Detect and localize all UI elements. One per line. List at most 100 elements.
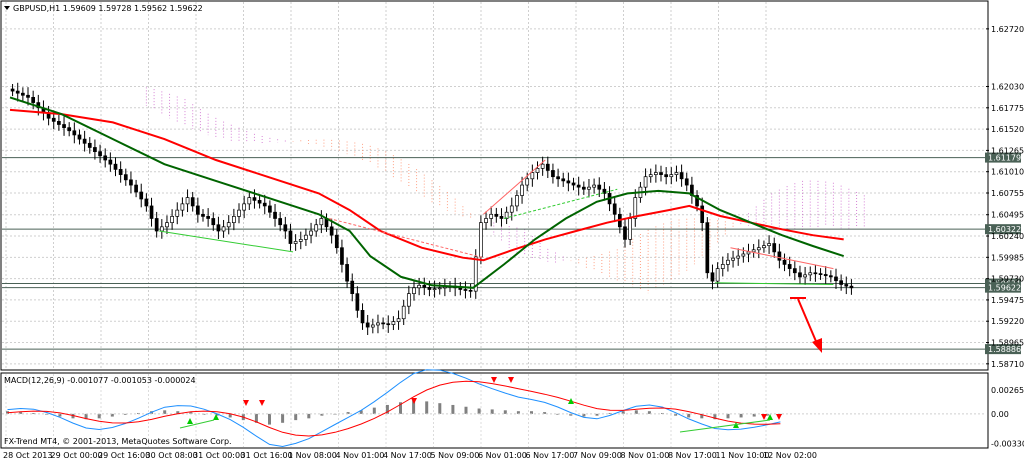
candle-body [535,168,540,173]
candle-body [288,230,293,244]
macd-info: MACD(12,26,9) -0.001077 -0.001053 -0.000… [4,376,196,385]
dropdown-triangle-icon[interactable] [4,6,10,10]
trendline-dashed [328,217,484,259]
macd-bar [228,413,232,418]
ichimoku-cloud [145,87,865,294]
candle-body [67,127,72,132]
macd-bar [58,413,62,417]
candle-body [484,218,488,224]
candle-body [304,234,308,240]
candle-body [82,138,87,144]
macd-bar [687,413,691,418]
candle-body [134,184,138,193]
macd-bar [110,413,114,417]
candle-body [427,287,432,290]
macd-bar [176,411,180,414]
time-tick-label: 29 Oct 00:00 [51,451,103,460]
price-panel[interactable] [0,0,989,371]
macd-bar [346,412,350,414]
candle-body [659,172,663,175]
time-tick-label: 5 Nov 09:00 [431,451,480,460]
macd-bar [123,413,127,415]
macd-bar [294,413,298,421]
candle-body [551,170,555,178]
time-tick-label: 6 Nov 01:00 [478,451,527,460]
candle-body [628,218,632,240]
candle-body [401,305,406,320]
macd-bar [464,406,468,414]
candle-body [844,284,849,287]
level-tag-label: 1.58886 [988,345,1021,354]
candle-body [705,222,710,274]
candle-body [674,172,679,175]
price-tick-label: 1.61010 [991,168,1024,177]
macd-bar [320,413,324,416]
candle-body [556,176,560,180]
price-tick-label: 1.60755 [991,189,1024,198]
candle-body [340,247,344,265]
macd-down-arrow-icon [259,400,265,406]
candle-body [211,218,216,226]
forecast-arrow-head [812,338,822,353]
macd-bar [582,413,586,417]
price-tick-label: 1.61265 [991,146,1024,155]
macd-bar [71,413,75,419]
macd-bar [556,413,560,415]
macd-bar [254,413,258,423]
macd-bar [674,413,678,416]
candle-body [684,178,689,186]
price-tick-label: 1.61775 [991,104,1024,113]
candle-body [360,310,365,324]
candle-body [571,182,576,186]
time-tick-label: 12 Nov 02:00 [763,451,817,460]
candle-body [247,197,252,205]
macd-bar [752,413,756,417]
candle-body [787,264,792,269]
macd-down-arrow-icon [411,398,417,404]
macd-down-arrow-icon [776,414,782,420]
price-tick-label: 1.58710 [991,360,1024,369]
macd-down-arrow-icon [243,400,249,406]
macd-bar [202,413,206,415]
symbol-info: GBPUSD,H1 1.59609 1.59728 1.59562 1.5962… [13,4,203,13]
candle-body [98,151,102,157]
candle-body [283,224,288,232]
macd-trendline [179,419,215,429]
candle-body [597,184,602,190]
macd-signal-line [7,380,781,437]
macd-bar [438,403,442,414]
candle-body [139,191,144,200]
candle-body [823,274,828,277]
macd-bar [765,413,769,416]
candle-body [664,174,669,178]
macd-bar [739,413,743,418]
macd-bar [503,410,507,414]
time-tick-label: 4 Nov 01:00 [336,451,385,460]
candle-body [226,222,231,228]
macd-bar [543,412,547,414]
macd-tick-label: 0.00 [991,410,1009,419]
candle-body [87,142,92,148]
candle-body [715,268,720,282]
candle-body [530,172,535,180]
macd-bar [634,410,638,414]
candle-body [345,264,349,282]
candle-body [437,287,442,290]
candle-body [262,202,267,207]
candle-body [365,322,370,328]
candle-body [499,216,504,219]
candle-body [798,272,802,278]
candle-body [406,293,411,307]
candle-body [51,117,56,122]
time-tick-label: 7 Nov 09:00 [573,451,622,460]
candle-body [201,213,205,217]
candle-body [350,280,355,295]
candle-body [834,276,838,282]
level-tag [985,224,1021,235]
candle-body [170,216,174,224]
time-tick-label: 31 Oct 00:00 [193,451,245,460]
trendline [715,282,834,285]
candle-body [468,289,473,292]
candle-body [72,130,77,136]
